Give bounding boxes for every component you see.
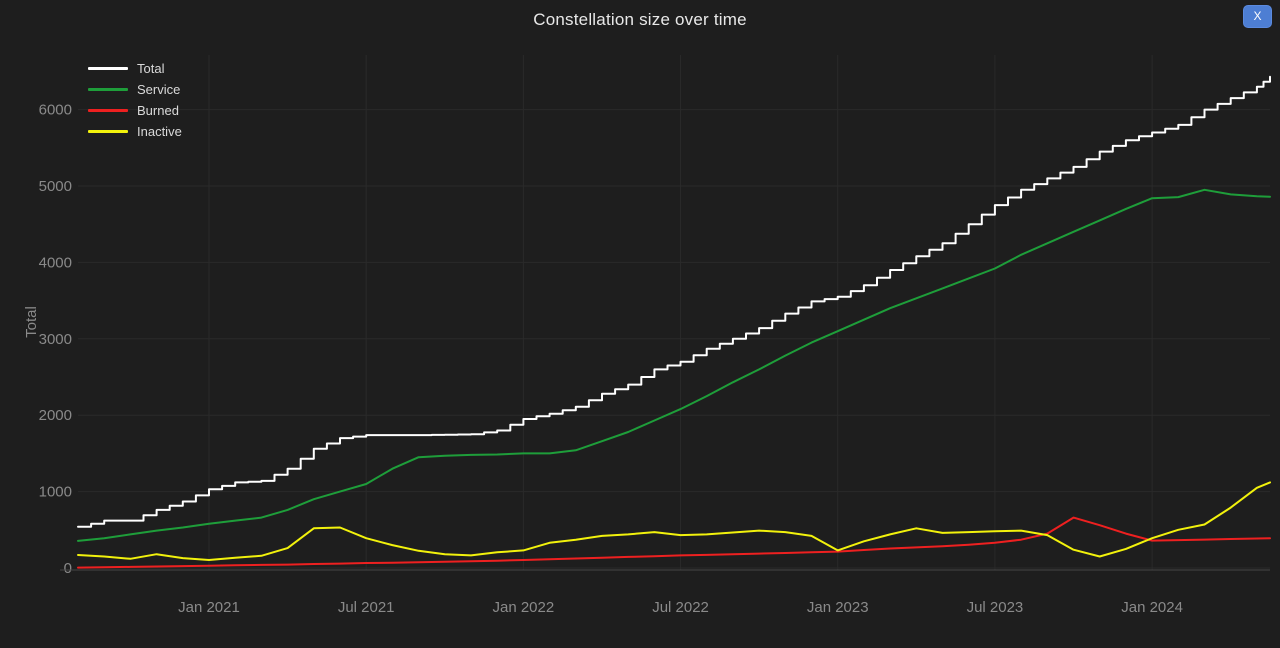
legend-item-inactive[interactable]: Inactive: [88, 123, 182, 139]
legend-item-burned[interactable]: Burned: [88, 102, 182, 118]
y-tick-label: 2000: [39, 407, 72, 424]
y-tick-label: 6000: [39, 102, 72, 119]
y-tick-label: 4000: [39, 254, 72, 271]
series-line-total: [77, 75, 1271, 528]
x-tick-label: Jan 2024: [1121, 599, 1183, 616]
x-tick-label: Jan 2022: [492, 599, 554, 616]
legend-label: Inactive: [137, 123, 182, 139]
y-tick-label: 1000: [39, 484, 72, 501]
series-line-inactive: [77, 481, 1271, 561]
x-tick-label: Jan 2021: [178, 599, 240, 616]
legend-label: Service: [137, 81, 181, 97]
x-tick-label: Jan 2023: [807, 599, 869, 616]
x-tick-label: Jul 2023: [967, 599, 1024, 616]
legend-swatch-inactive: [88, 129, 128, 133]
legend: Total Service Burned Inactive: [88, 60, 182, 139]
x-tick-label: Jul 2021: [338, 599, 395, 616]
legend-item-service[interactable]: Service: [88, 81, 182, 97]
legend-swatch-service: [88, 87, 128, 91]
legend-swatch-burned: [88, 108, 128, 112]
y-tick-label: 0: [64, 560, 72, 577]
y-axis-title: Total: [23, 306, 40, 338]
y-tick-label: 5000: [39, 178, 72, 195]
x-tick-label: Jul 2022: [652, 599, 709, 616]
legend-label: Total: [137, 60, 165, 76]
legend-label: Burned: [137, 102, 179, 118]
close-button[interactable]: X: [1243, 5, 1272, 28]
series-line-service: [77, 188, 1271, 542]
chart-title: Constellation size over time: [533, 10, 747, 29]
legend-item-total[interactable]: Total: [88, 60, 182, 76]
y-tick-label: 3000: [39, 331, 72, 348]
series-line-burned: [77, 516, 1271, 569]
legend-swatch-total: [88, 66, 128, 70]
